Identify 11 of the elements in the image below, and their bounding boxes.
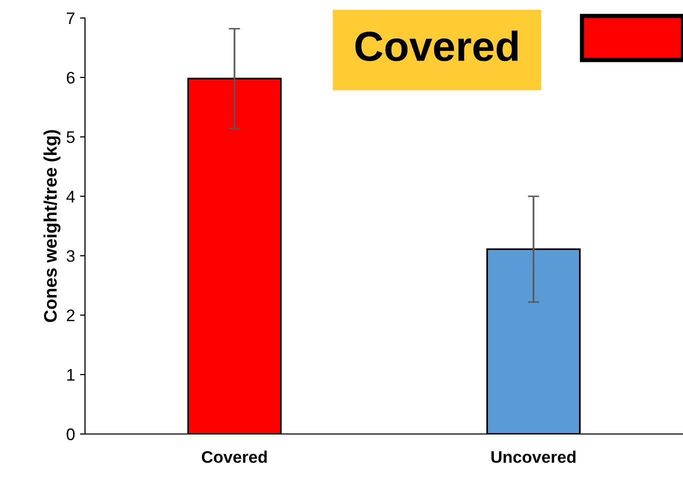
y-tick-label: 4 [66,190,75,202]
y-tick-label: 0 [66,428,75,440]
y-tick-label: 3 [66,250,75,262]
x-tick-label: Uncovered [491,450,576,463]
annotation: Covered [355,30,518,62]
y-tick-label: 5 [66,131,75,144]
y-axis-title: Cones weight/tree (kg) [44,130,60,322]
y-tick-label: 6 [66,72,75,84]
y-tick-label: 2 [66,310,74,322]
y-tick-label: 1 [67,369,74,381]
y-tick-label: 7 [66,12,74,24]
